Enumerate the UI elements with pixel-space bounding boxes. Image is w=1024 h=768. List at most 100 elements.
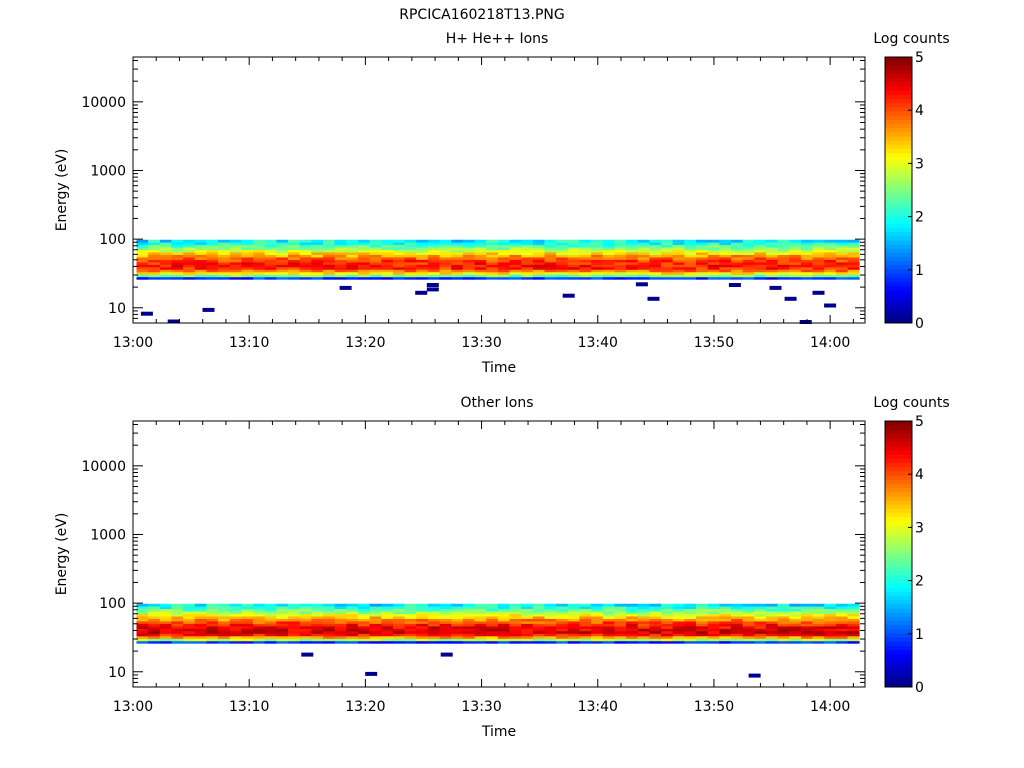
heatmap-cell	[591, 244, 604, 248]
heatmap-cell	[602, 640, 615, 644]
y-tick-label: 1000	[90, 163, 126, 179]
heatmap-cell	[696, 621, 709, 624]
heatmap-cell	[194, 254, 207, 258]
heatmap-cell	[509, 247, 522, 251]
heatmap-cell	[427, 618, 440, 622]
heatmap-cell	[451, 249, 464, 253]
heatmap-cell	[765, 638, 778, 642]
heatmap-cell	[311, 254, 324, 258]
colorbar-segment	[885, 587, 912, 592]
heatmap-cell	[579, 244, 592, 248]
colorbar-segment	[885, 682, 912, 688]
heatmap-cell	[824, 249, 837, 253]
heatmap-cell	[346, 606, 359, 610]
heatmap-cell	[567, 633, 580, 637]
heatmap-cell	[322, 259, 336, 263]
heatmap-cell	[509, 269, 522, 273]
heatmap-cell	[346, 618, 359, 622]
heatmap-cell	[800, 630, 813, 634]
x-tick-label: 13:10	[229, 699, 269, 715]
heatmap-cell	[649, 625, 662, 629]
heatmap-cell	[288, 623, 301, 627]
heatmap-cell	[579, 628, 592, 632]
heatmap-cell	[707, 621, 720, 624]
heatmap-cell	[847, 638, 860, 642]
heatmap-cell	[544, 621, 557, 624]
colorbar-segment	[885, 94, 912, 100]
heatmap-cell	[253, 628, 266, 632]
heatmap-cell	[381, 613, 394, 617]
heatmap-cell	[707, 640, 720, 644]
heatmap-cell	[241, 276, 254, 280]
heatmap-cell	[311, 625, 324, 629]
heatmap-cell	[194, 628, 207, 632]
heatmap-cell	[404, 621, 417, 624]
heatmap-cell	[299, 242, 312, 246]
heatmap-cell	[509, 264, 522, 268]
heatmap-cell	[253, 603, 266, 607]
heatmap-cell	[439, 616, 452, 619]
sparse-count-point	[365, 671, 378, 676]
heatmap-cell	[812, 271, 825, 275]
heatmap-cell	[672, 259, 685, 263]
heatmap-cell	[311, 264, 324, 268]
heatmap-cell	[591, 249, 604, 253]
heatmap-cell	[789, 276, 802, 280]
heatmap-cell	[696, 271, 709, 275]
heatmap-cell	[159, 249, 172, 253]
heatmap-cell	[311, 616, 324, 619]
heatmap-cell	[730, 603, 744, 607]
heatmap-cell	[777, 276, 790, 280]
heatmap-cell	[521, 239, 534, 243]
heatmap-cell	[800, 621, 813, 624]
heatmap-cell	[311, 257, 324, 260]
heatmap-cell	[206, 271, 219, 275]
heatmap-cell	[183, 640, 196, 644]
colorbar-segment	[885, 123, 912, 129]
heatmap-cell	[136, 264, 149, 268]
x-tick-label: 13:10	[229, 335, 269, 351]
heatmap-cell	[183, 257, 196, 260]
heatmap-cell	[579, 621, 592, 624]
heatmap-cell	[649, 276, 662, 280]
heatmap-cell	[451, 257, 464, 260]
heatmap-cell	[404, 244, 417, 248]
heatmap-cell	[148, 618, 161, 622]
heatmap-cell	[800, 261, 813, 265]
heatmap-cell	[742, 625, 755, 629]
heatmap-cell	[532, 259, 545, 263]
heatmap-cell	[416, 635, 429, 639]
heatmap-cell	[462, 638, 475, 642]
colorbar-segment	[885, 495, 912, 501]
heatmap-cell	[754, 613, 767, 617]
heatmap-cell	[392, 239, 405, 243]
heatmap-cell	[835, 244, 848, 248]
heatmap-cell	[637, 618, 650, 622]
heatmap-cell	[730, 244, 744, 248]
heatmap-cell	[532, 252, 545, 255]
heatmap-cell	[602, 274, 615, 278]
heatmap-cell	[299, 640, 312, 644]
heatmap-cell	[241, 264, 254, 268]
heatmap-cell	[637, 635, 650, 639]
heatmap-cell	[404, 603, 417, 607]
heatmap-cell	[404, 623, 417, 627]
heatmap-cell	[544, 630, 557, 634]
heatmap-cell	[241, 630, 254, 634]
heatmap-cell	[322, 625, 336, 629]
heatmap-cell	[311, 608, 324, 612]
heatmap-cell	[719, 616, 732, 619]
heatmap-cell	[754, 616, 767, 619]
heatmap-cell	[229, 616, 242, 619]
heatmap-cell	[730, 242, 744, 246]
colorbar-segment	[885, 479, 912, 484]
heatmap-cell	[696, 264, 709, 268]
sparse-count-point	[635, 282, 648, 287]
heatmap-cell	[626, 611, 639, 615]
heatmap-cell	[253, 259, 266, 263]
heatmap-cell	[264, 603, 277, 607]
heatmap-cell	[672, 269, 685, 273]
heatmap-cell	[148, 254, 161, 258]
heatmap-cell	[346, 640, 359, 644]
heatmap-cell	[835, 608, 848, 612]
